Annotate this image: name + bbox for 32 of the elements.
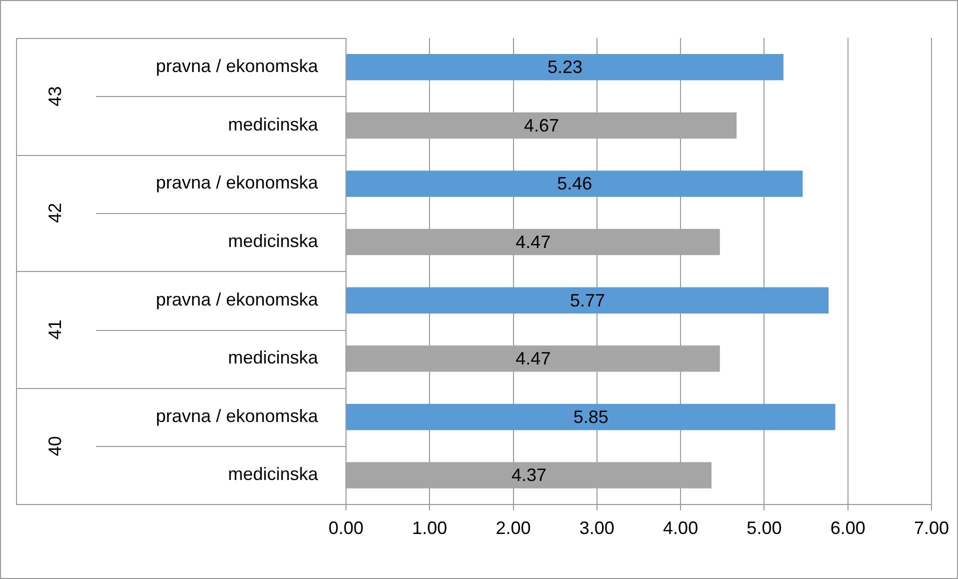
text: 41 xyxy=(44,319,65,340)
y-tick-label: pravna / ekonomska xyxy=(156,56,319,76)
x-tick-label: 2.00 xyxy=(496,518,531,538)
data-label: 5.46 xyxy=(557,174,592,194)
text: 40 xyxy=(44,436,65,456)
data-label: 4.47 xyxy=(516,232,551,252)
y-tick-label: medicinska xyxy=(228,114,319,134)
bar xyxy=(346,170,803,197)
bar xyxy=(346,404,836,430)
bar xyxy=(346,287,829,314)
data-label: 5.23 xyxy=(547,57,582,78)
x-tick-label: 7.00 xyxy=(914,518,950,538)
x-tick-label: 3.00 xyxy=(579,518,614,538)
y-tick-label: medicinska xyxy=(228,348,319,368)
bar xyxy=(346,54,784,80)
y-tick-label: medicinska xyxy=(228,231,319,252)
x-tick-label: 1.00 xyxy=(412,518,448,538)
y-tick-label: medicinska xyxy=(228,464,319,484)
data-label: 5.85 xyxy=(573,406,608,427)
data-label: 4.47 xyxy=(516,348,551,369)
data-label: 4.67 xyxy=(524,115,560,136)
x-tick-label: 4.00 xyxy=(663,518,698,538)
text: 42 xyxy=(44,202,65,223)
text: 43 xyxy=(44,86,65,106)
y-tick-label: pravna / ekonomska xyxy=(156,406,319,426)
data-label: 5.77 xyxy=(570,290,606,310)
y-tick-label: pravna / ekonomska xyxy=(156,172,319,193)
data-label: 4.37 xyxy=(511,465,547,486)
y-tick-label: pravna / ekonomska xyxy=(156,289,319,310)
x-tick-label: 0.00 xyxy=(328,518,364,538)
x-tick-label: 6.00 xyxy=(830,518,866,538)
x-tick-label: 5.00 xyxy=(746,518,782,538)
